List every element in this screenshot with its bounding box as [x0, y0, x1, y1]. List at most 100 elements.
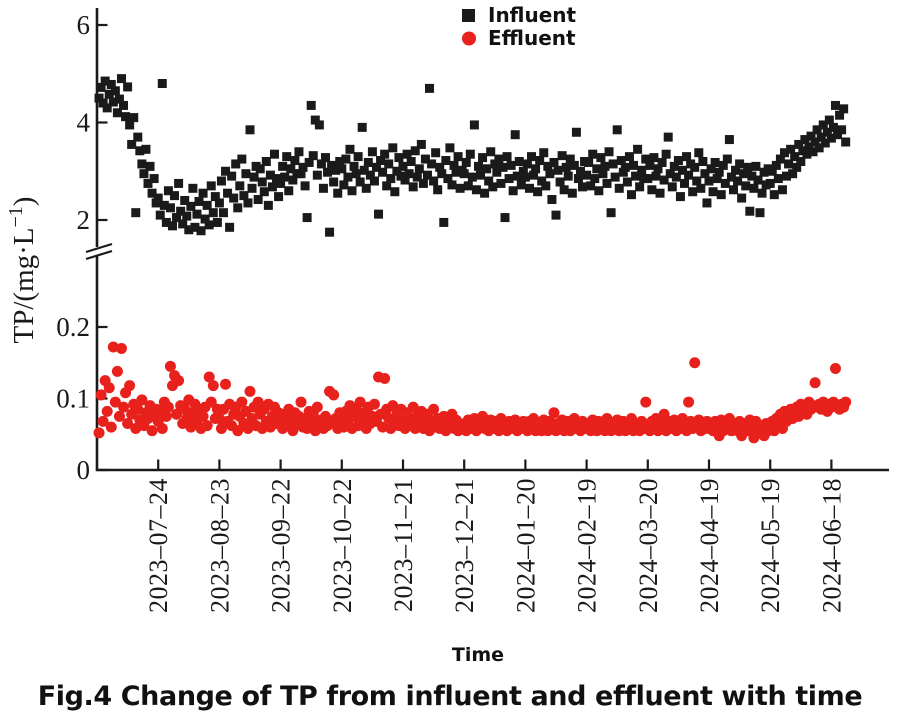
influent-point [694, 148, 704, 158]
influent-point [839, 104, 849, 114]
influent-point [161, 217, 171, 227]
influent-point [755, 208, 765, 218]
influent-point [671, 172, 681, 182]
influent-point [245, 125, 255, 135]
influent-point [586, 181, 596, 191]
influent-point [345, 144, 355, 154]
effluent-point [160, 410, 172, 422]
influent-point [767, 166, 777, 176]
x-tick-label: 2023–10–22 [328, 478, 357, 613]
influent-point [339, 180, 349, 190]
influent-point [116, 74, 126, 84]
influent-point [302, 213, 312, 223]
influent-point [376, 156, 386, 166]
influent-point [588, 149, 598, 159]
influent-point [720, 178, 730, 188]
y-axis-title-close-paren: ) [8, 197, 40, 207]
influent-point [820, 138, 830, 148]
influent-point [518, 166, 528, 176]
influent-point [559, 185, 569, 195]
influent-point [677, 165, 687, 175]
influent-point [286, 164, 296, 174]
influent-point [276, 178, 286, 188]
influent-point [227, 171, 237, 181]
influent-point [665, 169, 675, 179]
influent-point [143, 178, 153, 188]
influent-point [682, 152, 692, 162]
influent-point [269, 149, 279, 159]
influent-point [314, 120, 324, 130]
influent-point [206, 181, 216, 191]
influent-point [137, 159, 147, 169]
effluent-point [107, 341, 119, 353]
influent-point [431, 148, 441, 158]
influent-point [282, 152, 292, 162]
influent-point [765, 178, 775, 188]
influent-point [327, 160, 337, 170]
influent-point [673, 156, 683, 166]
influent-point [261, 157, 271, 166]
influent-point [584, 157, 594, 167]
influent-point [688, 187, 698, 197]
influent-point [265, 170, 275, 180]
influent-point [371, 162, 381, 172]
influent-point [218, 208, 228, 218]
influent-point [247, 183, 257, 193]
influent-point [663, 132, 673, 142]
influent-point [706, 164, 716, 174]
influent-point [473, 161, 483, 171]
influent-point [308, 151, 318, 161]
y-tick-label-upper: 6 [77, 10, 91, 40]
influent-point [184, 225, 194, 235]
influent-point [486, 147, 496, 157]
y-tick-label-upper: 2 [77, 205, 91, 235]
influent-point [777, 185, 787, 195]
influent-point [310, 115, 320, 125]
effluent-point [201, 420, 213, 432]
influent-point [806, 131, 816, 141]
influent-point [237, 154, 247, 164]
influent-point [390, 187, 400, 197]
influent-point [833, 130, 843, 140]
effluent-point [328, 389, 340, 401]
effluent-point [164, 360, 176, 372]
influent-point [696, 183, 706, 193]
effluent-point [197, 410, 209, 422]
effluent-point [240, 405, 252, 417]
legend: Influent Effluent [462, 3, 577, 50]
influent-point [600, 161, 610, 171]
influent-point [594, 186, 604, 196]
influent-point [159, 200, 169, 210]
influent-point [626, 190, 636, 200]
influent-point [410, 146, 420, 156]
influent-point [502, 152, 512, 162]
influent-point [788, 169, 798, 179]
influent-point [280, 172, 290, 182]
influent-point [461, 157, 471, 167]
effluent-point [156, 423, 168, 435]
influent-point [498, 162, 508, 172]
x-tick-label: 2024–06–18 [817, 478, 846, 613]
influent-point [830, 100, 840, 110]
influent-point [133, 132, 143, 142]
influent-point [512, 171, 522, 181]
influent-square-icon [462, 9, 475, 22]
influent-point [351, 169, 361, 179]
influent-point [531, 164, 541, 174]
influent-point [365, 170, 375, 180]
influent-point [731, 165, 741, 175]
effluent-point [115, 342, 127, 354]
influent-point [249, 172, 259, 182]
effluent-point [207, 380, 219, 392]
influent-point [647, 185, 657, 195]
influent-point [427, 159, 437, 169]
influent-point [318, 183, 328, 193]
effluent-point [295, 396, 307, 408]
influent-point [296, 169, 306, 179]
influent-point [571, 127, 581, 137]
ticks-layer: 2 4 6 0 0.1 0.2 2023–07–24 2023–08–23 2023–09–22… [56, 10, 846, 613]
influent-point [294, 147, 304, 157]
influent-point [455, 183, 465, 193]
influent-point [716, 190, 726, 200]
influent-point [408, 182, 418, 192]
